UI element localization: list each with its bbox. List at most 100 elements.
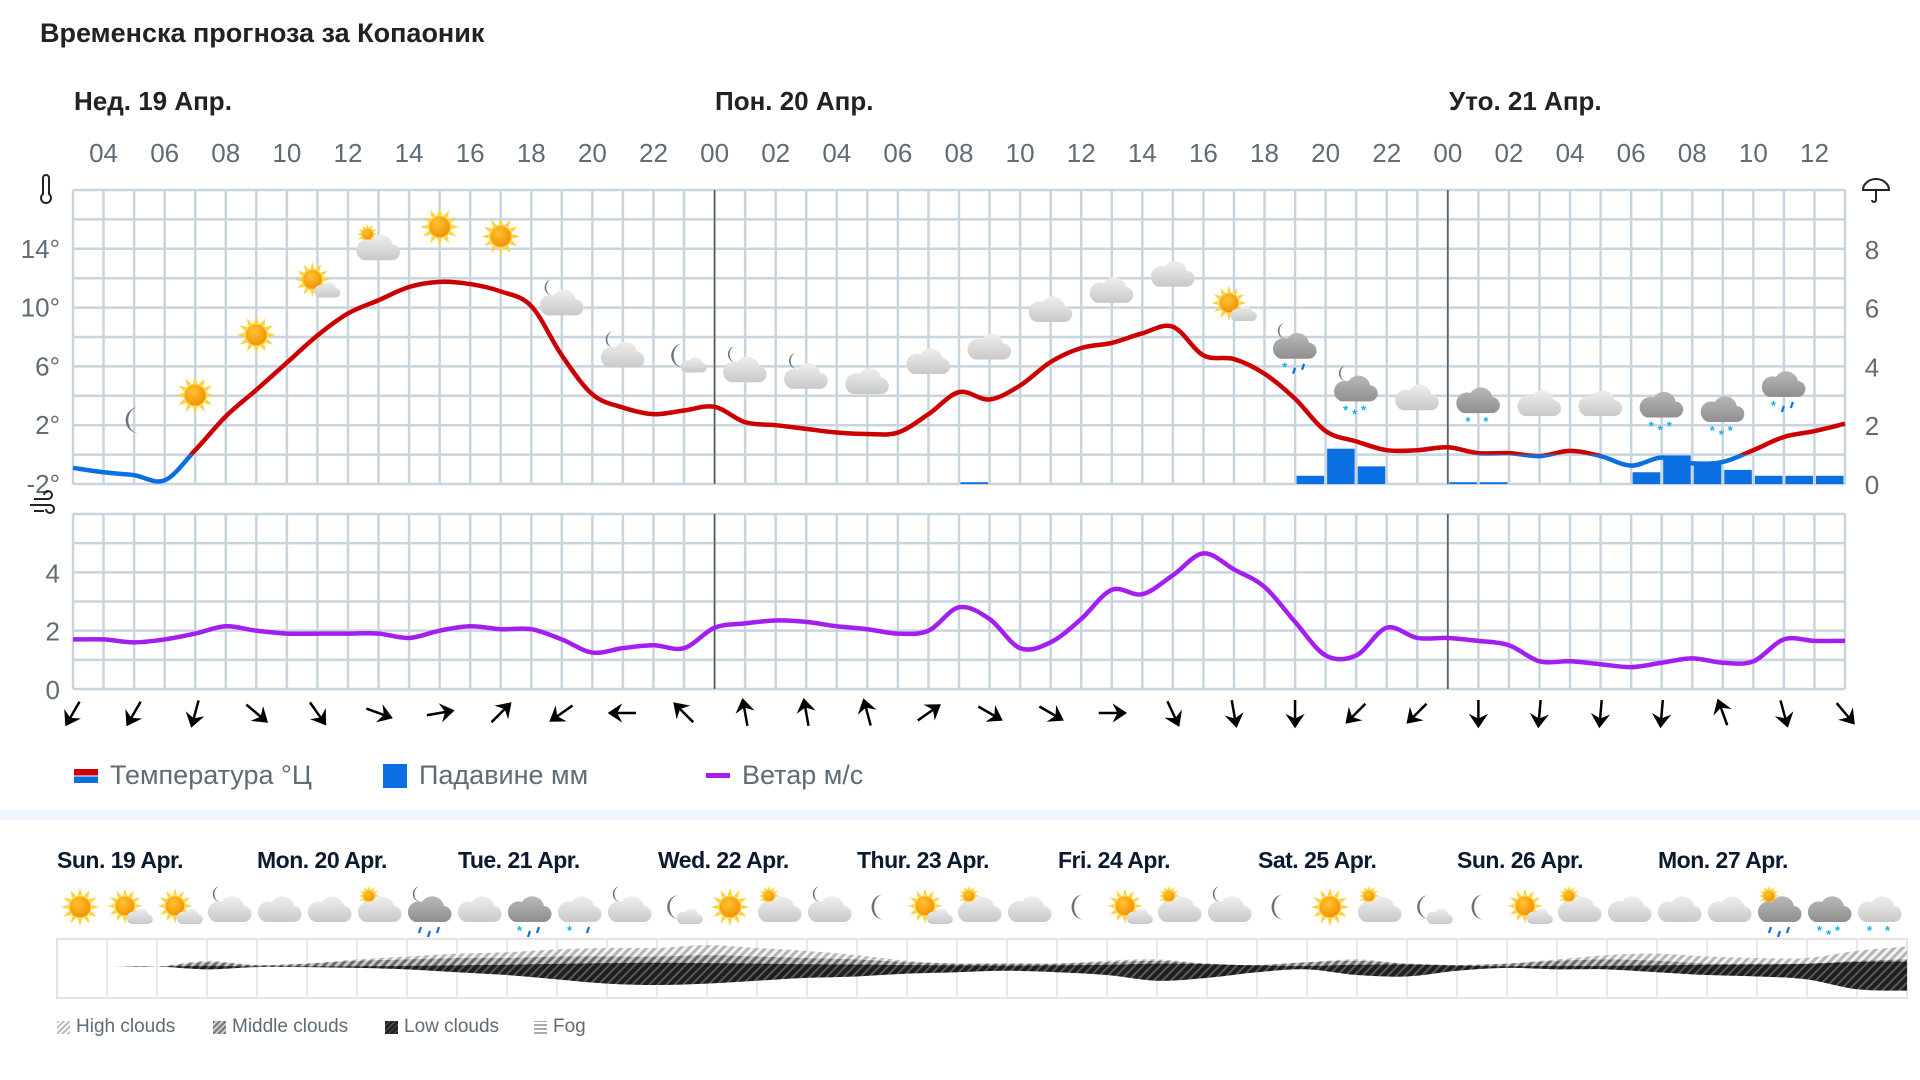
wind-tick-label: 2 (46, 617, 60, 647)
sun-ray (159, 909, 167, 915)
week-weather-icon (1507, 888, 1553, 925)
wind-direction-arrow (1713, 698, 1732, 726)
wind-direction-arrow (1345, 702, 1367, 724)
sun-ray (123, 916, 127, 924)
sun-ray (159, 897, 167, 903)
week-weather-icon (357, 885, 402, 923)
cloud-icon (307, 896, 352, 923)
sun-ray (193, 375, 198, 384)
cloud-icon (314, 282, 341, 298)
precip-bar (1357, 466, 1386, 484)
sun-ray (254, 315, 259, 324)
sun-ray (1158, 894, 1163, 898)
low-clouds-hatch-icon (385, 1020, 398, 1034)
day-header-sunday: Нед. 19 Апр. (74, 86, 232, 116)
hour-label: 12 (1800, 138, 1829, 168)
hour-label: 10 (1739, 138, 1768, 168)
hour-label: 16 (456, 138, 485, 168)
arrow-shape (796, 697, 816, 727)
wind-direction-arrow (1835, 702, 1855, 725)
sun-disc (1162, 889, 1176, 903)
snowflake: * (1352, 406, 1358, 421)
sun-ray (63, 897, 71, 903)
cloud-icon (967, 333, 1012, 360)
dark-cloud-icon (1334, 375, 1378, 402)
rain-drop (426, 930, 432, 938)
wind-direction-arrow (1098, 703, 1128, 723)
sun-ray (193, 407, 198, 415)
snowflake: * (1667, 419, 1673, 434)
precip-bar (1479, 482, 1508, 484)
sun-ray (967, 885, 971, 890)
week-weather-icon (757, 885, 802, 923)
precip-bar (1693, 461, 1722, 484)
cloud-icon (1607, 896, 1652, 923)
sun-ray (734, 890, 740, 898)
week-weather-icon: * * (1857, 896, 1902, 938)
arrow-shape (549, 704, 574, 722)
day-header-monday: Пон. 20 Апр. (715, 86, 874, 116)
weather-icon (1578, 390, 1623, 417)
arrow-shape (977, 705, 1003, 722)
rain-drop (1789, 401, 1794, 409)
moon-icon (212, 886, 222, 903)
legend-temperature[interactable]: Температура °Ц (74, 760, 312, 791)
low-clouds-area (57, 961, 1907, 991)
sun-icon (157, 888, 193, 924)
legend-high-clouds-label: High clouds (76, 1016, 176, 1037)
sun-disc (488, 224, 513, 249)
week-day-label: Wed. 22 Apr. (658, 847, 789, 873)
wind-direction-arrow (1468, 700, 1489, 729)
sun-ray (265, 325, 273, 331)
thermometer-icon (40, 174, 52, 204)
week-weather-icon (1271, 894, 1286, 921)
sun-ray (484, 240, 492, 247)
arrow-shape (1406, 702, 1428, 724)
sun-disc (1114, 895, 1136, 917)
sun-ray (429, 236, 436, 244)
week-day-label: Fri. 24 Apr. (1058, 847, 1171, 873)
cloud-icon (126, 908, 153, 925)
rain-drop (435, 926, 441, 934)
sun-ray (916, 914, 922, 922)
sun-ray (84, 916, 90, 924)
cloud-icon (1157, 896, 1202, 923)
sun-icon (1310, 887, 1350, 927)
hour-label: 22 (639, 138, 668, 168)
wind-direction-arrow (1529, 699, 1550, 729)
sun-ray (713, 911, 721, 917)
sun-ray (1109, 909, 1117, 915)
sun-ray (185, 404, 192, 412)
sun-ray (374, 233, 379, 236)
week-weather-icon (871, 894, 886, 921)
moon-icon (789, 352, 798, 369)
arrow-shape (1590, 699, 1611, 729)
rain-drop (1776, 930, 1782, 938)
arrow-shape (917, 704, 941, 722)
week-weather-icon (667, 895, 703, 925)
sun-ray (1226, 285, 1231, 293)
sun-ray (451, 224, 459, 230)
dark-cloud-icon (407, 896, 452, 923)
sun-icon (175, 375, 215, 415)
sun-ray (767, 885, 771, 890)
hour-label: 08 (945, 138, 974, 168)
sun-ray (907, 904, 915, 908)
wind-tick-label: 4 (46, 558, 60, 588)
sun-ray (310, 262, 315, 269)
sun-disc (718, 895, 742, 919)
sun-ray (491, 245, 497, 254)
legend-wind[interactable]: Ветар м/с (706, 760, 863, 791)
sun-ray (268, 332, 276, 338)
weather-icon: * (1761, 371, 1806, 413)
arrow-shape (308, 701, 327, 726)
snowflake: * (1835, 923, 1841, 938)
week-weather-icon (1157, 885, 1202, 923)
sun-ray (1116, 890, 1122, 898)
sun-ray (1367, 885, 1371, 890)
arrow-shape (1098, 703, 1128, 723)
week-weather-icon (1071, 894, 1086, 921)
legend-precipitation[interactable]: Падавине мм (383, 760, 588, 791)
week-day-label: Sun. 19 Apr. (57, 847, 184, 873)
legend-middle-clouds-label: Middle clouds (232, 1016, 349, 1037)
